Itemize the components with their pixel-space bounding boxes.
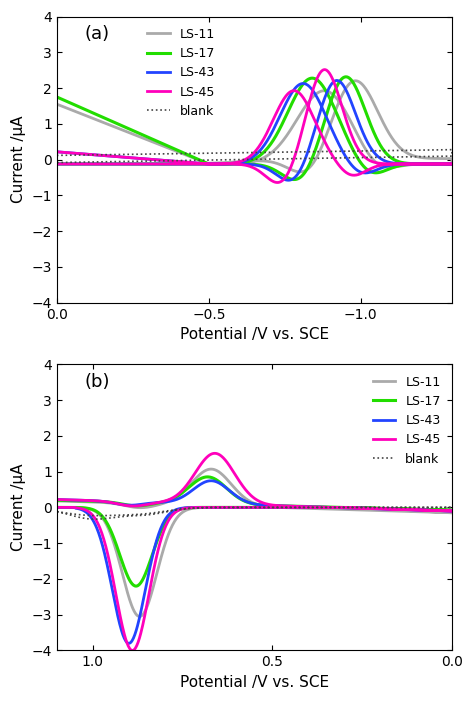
Y-axis label: Current /μA: Current /μA	[11, 116, 26, 203]
Legend: LS-11, LS-17, LS-43, LS-45, blank: LS-11, LS-17, LS-43, LS-45, blank	[368, 371, 446, 470]
Text: (a): (a)	[85, 25, 110, 43]
Y-axis label: Current /μA: Current /μA	[11, 463, 26, 551]
X-axis label: Potential /V vs. SCE: Potential /V vs. SCE	[180, 327, 329, 342]
X-axis label: Potential /V vs. SCE: Potential /V vs. SCE	[180, 675, 329, 690]
Text: (b): (b)	[85, 373, 110, 391]
Legend: LS-11, LS-17, LS-43, LS-45, blank: LS-11, LS-17, LS-43, LS-45, blank	[142, 23, 220, 123]
